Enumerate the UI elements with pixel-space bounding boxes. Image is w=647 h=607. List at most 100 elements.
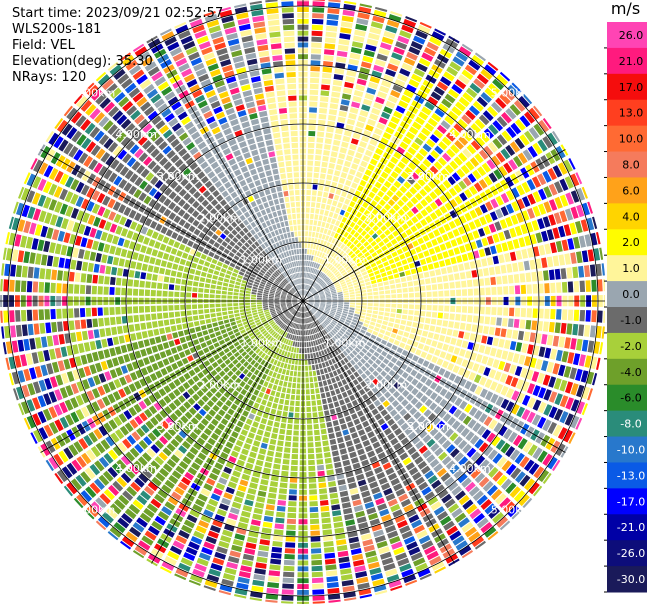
gate <box>21 384 30 398</box>
gate <box>414 401 423 410</box>
gate <box>414 335 421 342</box>
gate <box>320 297 326 299</box>
gate <box>176 345 183 352</box>
gate <box>361 296 367 300</box>
gate <box>309 287 314 292</box>
gate <box>563 159 573 173</box>
gate <box>434 447 444 457</box>
gate <box>465 481 476 493</box>
gate <box>150 305 156 312</box>
gate <box>316 369 321 376</box>
gate <box>325 278 331 283</box>
gate <box>570 190 580 203</box>
gate <box>479 388 488 398</box>
gate <box>132 499 144 510</box>
gate <box>503 307 509 316</box>
gate <box>417 252 425 259</box>
gate <box>308 477 317 483</box>
gate <box>400 437 410 446</box>
gate <box>109 526 122 538</box>
gate <box>383 487 393 496</box>
gate <box>349 201 356 208</box>
gate <box>307 335 311 341</box>
gate <box>177 265 184 272</box>
gate <box>192 503 203 513</box>
gate <box>512 353 520 364</box>
gate <box>341 15 354 23</box>
gate <box>455 314 461 321</box>
gate <box>134 415 144 426</box>
gate <box>308 341 312 347</box>
gate <box>584 265 591 278</box>
gate <box>322 155 329 162</box>
gate <box>297 318 300 324</box>
gate <box>330 311 336 314</box>
gate <box>341 391 348 398</box>
gate <box>268 395 274 402</box>
gate <box>413 316 419 322</box>
gate <box>298 359 302 365</box>
gate <box>318 279 323 284</box>
gate <box>453 375 462 384</box>
gate <box>445 164 454 174</box>
gate <box>183 519 195 529</box>
gate <box>405 131 415 140</box>
gate <box>0 294 3 308</box>
gate <box>525 369 534 380</box>
gate <box>321 337 325 343</box>
gate <box>560 268 567 280</box>
gate <box>548 199 558 211</box>
gate <box>265 324 271 329</box>
gate <box>416 63 428 73</box>
gate <box>300 330 302 336</box>
gate <box>443 282 449 289</box>
gate <box>396 520 408 529</box>
gate <box>382 320 388 326</box>
gate <box>388 225 396 233</box>
gate <box>271 312 277 316</box>
gate <box>85 449 97 461</box>
gate <box>320 304 326 307</box>
gate <box>97 516 110 528</box>
gate <box>233 341 240 347</box>
gate <box>303 318 305 324</box>
gate <box>111 463 123 474</box>
gate <box>219 584 233 593</box>
gate <box>187 378 195 386</box>
gate <box>307 285 311 291</box>
gate <box>178 395 186 404</box>
gate <box>383 106 393 115</box>
gate <box>311 289 315 293</box>
gate <box>326 13 339 20</box>
gate <box>208 268 214 274</box>
gate <box>259 448 267 455</box>
gate <box>56 469 68 483</box>
gate <box>176 419 185 428</box>
gate <box>266 587 279 594</box>
gate <box>309 107 317 113</box>
gate <box>381 339 388 346</box>
gate <box>560 322 567 334</box>
gate <box>231 544 243 553</box>
gate <box>245 418 253 426</box>
gate <box>362 155 371 163</box>
gate <box>452 228 460 237</box>
gate <box>327 256 333 262</box>
gate <box>226 561 238 570</box>
gate <box>15 265 22 278</box>
gate <box>332 225 338 232</box>
gate <box>263 393 269 400</box>
gate <box>310 288 315 293</box>
gate <box>129 464 140 475</box>
gate <box>423 545 437 555</box>
gate <box>498 338 505 348</box>
gate <box>301 312 303 318</box>
gate <box>452 329 459 337</box>
gate <box>527 344 534 355</box>
gate <box>294 304 299 308</box>
gate <box>347 445 355 453</box>
gate <box>548 183 558 196</box>
gate <box>317 375 322 382</box>
gate <box>92 240 99 251</box>
gate <box>145 347 153 355</box>
